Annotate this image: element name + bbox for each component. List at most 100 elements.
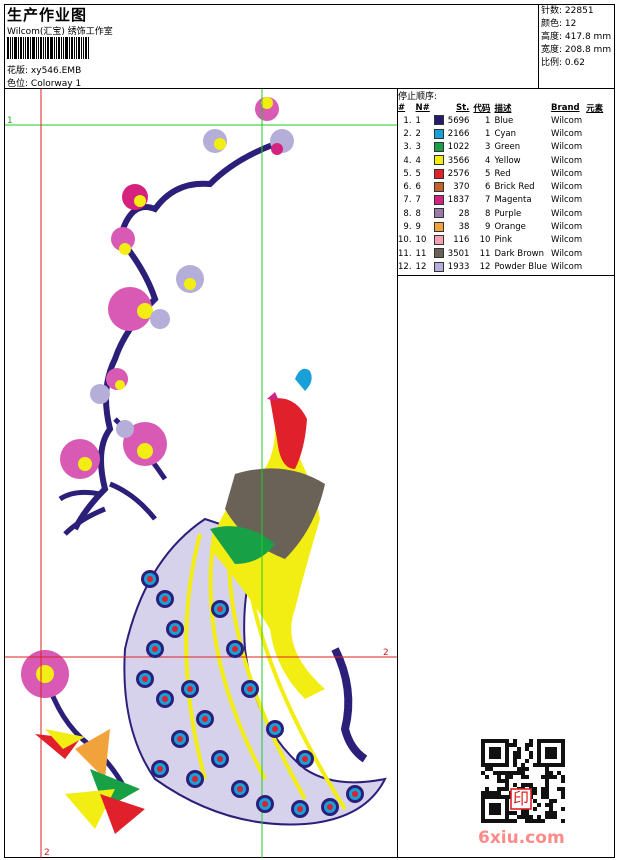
barcode-bar — [56, 37, 57, 59]
table-row: 7. 7 1837 7 Magenta Wilcom — [396, 194, 605, 207]
row-needle: 7 — [415, 195, 421, 206]
row-description: Powder Blue — [494, 261, 548, 272]
row-code: 12 — [479, 261, 491, 272]
table-row: 8. 8 28 8 Purple Wilcom — [396, 207, 605, 220]
table-row: 11. 11 3501 11 Dark Brown Wilcom — [396, 247, 605, 260]
stitches-stat: 针数: 22851 — [541, 6, 594, 16]
row-swatch — [432, 127, 446, 140]
stats-divider — [538, 5, 539, 88]
row-brand: Wilcom — [551, 115, 583, 126]
tail-dark — [331, 647, 368, 763]
row-swatch — [432, 167, 446, 180]
row-code: 8 — [485, 208, 491, 219]
color-swatch — [433, 261, 444, 272]
barcode-bar — [83, 37, 84, 59]
leaves — [35, 729, 145, 834]
barcode-bar — [32, 37, 35, 59]
row-element — [584, 207, 605, 220]
peacock-eye-feather — [296, 750, 314, 768]
col-desc: 描述 — [494, 103, 512, 114]
peacock-eye-feather — [211, 600, 229, 618]
table-row: 10. 10 116 10 Pink Wilcom — [396, 234, 605, 247]
row-index: 2. — [403, 128, 412, 139]
color-swatch — [433, 235, 444, 246]
barcode-bar — [12, 37, 13, 59]
row-element — [584, 127, 605, 140]
row-element — [584, 220, 605, 233]
peacock-eye-feather — [181, 680, 199, 698]
row-description: Purple — [494, 208, 522, 219]
row-brand: Wilcom — [551, 142, 583, 153]
peacock-eye-feather — [231, 780, 249, 798]
scale-stat: 比例: 0.62 — [541, 58, 585, 68]
table-row: 5. 5 2576 5 Red Wilcom — [396, 167, 605, 180]
barcode-bar — [7, 37, 9, 59]
row-description: Cyan — [494, 128, 516, 139]
stop-sequence-table: # N# St. 代码 描述 Brand 元素 1. 1 5696 1 Blue Wilc… — [396, 101, 605, 274]
row-needle: 10 — [415, 235, 427, 246]
row-code: 4 — [485, 155, 491, 166]
guide-label-2: 2 — [383, 648, 389, 658]
branch — [72, 141, 277, 531]
peacock-eye-feather — [136, 670, 154, 688]
colorway-line: 色位: Colorway 1 — [7, 76, 81, 89]
barcode-bar — [61, 37, 62, 59]
header-divider — [5, 88, 615, 89]
row-swatch — [432, 207, 446, 220]
col-code: 代码 — [473, 103, 491, 114]
peacock-eye-feather — [151, 760, 169, 778]
row-description: Orange — [494, 222, 526, 233]
row-needle: 5 — [415, 168, 421, 179]
row-needle: 9 — [415, 222, 421, 233]
row-stitches: 1022 — [447, 142, 470, 153]
row-stitches: 5696 — [447, 115, 470, 126]
barcode-bar — [47, 37, 49, 59]
row-code: 1 — [485, 115, 491, 126]
row-description: Yellow — [494, 155, 521, 166]
row-element — [584, 234, 605, 247]
design-value: xy546.EMB — [30, 66, 82, 76]
peacock-breast — [210, 526, 275, 564]
colorway-value: Colorway 1 — [30, 79, 82, 89]
color-swatch — [433, 208, 444, 219]
row-brand: Wilcom — [551, 168, 583, 179]
embroidery-preview: 1 2 2 — [5, 89, 397, 858]
peacock-eye-feather — [226, 640, 244, 658]
row-needle: 8 — [415, 208, 421, 219]
peacock-eye-feather — [146, 640, 164, 658]
barcode-bar — [58, 37, 60, 59]
peacock-eye-feather — [166, 620, 184, 638]
peacock-eye-feather — [196, 710, 214, 728]
row-brand: Wilcom — [551, 195, 583, 206]
barcode-bar — [10, 37, 11, 59]
row-stitches: 1933 — [447, 261, 470, 272]
row-element — [584, 180, 605, 193]
barcode-bar — [65, 37, 68, 59]
row-code: 11 — [479, 248, 491, 259]
colors-stat: 颜色: 12 — [541, 19, 577, 29]
peacock-eye-feather — [186, 770, 204, 788]
row-element — [584, 260, 605, 273]
row-stitches: 3501 — [447, 248, 470, 259]
barcode-bar — [40, 37, 42, 59]
row-index: 7. — [403, 195, 412, 206]
row-needle: 6 — [415, 182, 421, 193]
row-needle: 4 — [415, 155, 421, 166]
row-stitches: 2576 — [447, 168, 470, 179]
design-line: 花版: xy546.EMB — [7, 63, 81, 76]
row-needle: 3 — [415, 142, 421, 153]
row-index: 1. — [403, 115, 412, 126]
table-header-row: # N# St. 代码 描述 Brand 元素 — [396, 101, 605, 114]
row-element — [584, 194, 605, 207]
table-row: 4. 4 3566 4 Yellow Wilcom — [396, 154, 605, 167]
row-element — [584, 167, 605, 180]
barcode-bar — [71, 37, 73, 59]
row-brand: Wilcom — [551, 208, 583, 219]
color-swatch — [433, 155, 444, 166]
row-code: 5 — [485, 168, 491, 179]
row-stitches: 28 — [458, 208, 470, 219]
guide-label-3: 2 — [44, 848, 50, 858]
peacock-neck — [270, 398, 307, 469]
barcode-bar — [27, 37, 29, 59]
row-description: Brick Red — [494, 182, 535, 193]
